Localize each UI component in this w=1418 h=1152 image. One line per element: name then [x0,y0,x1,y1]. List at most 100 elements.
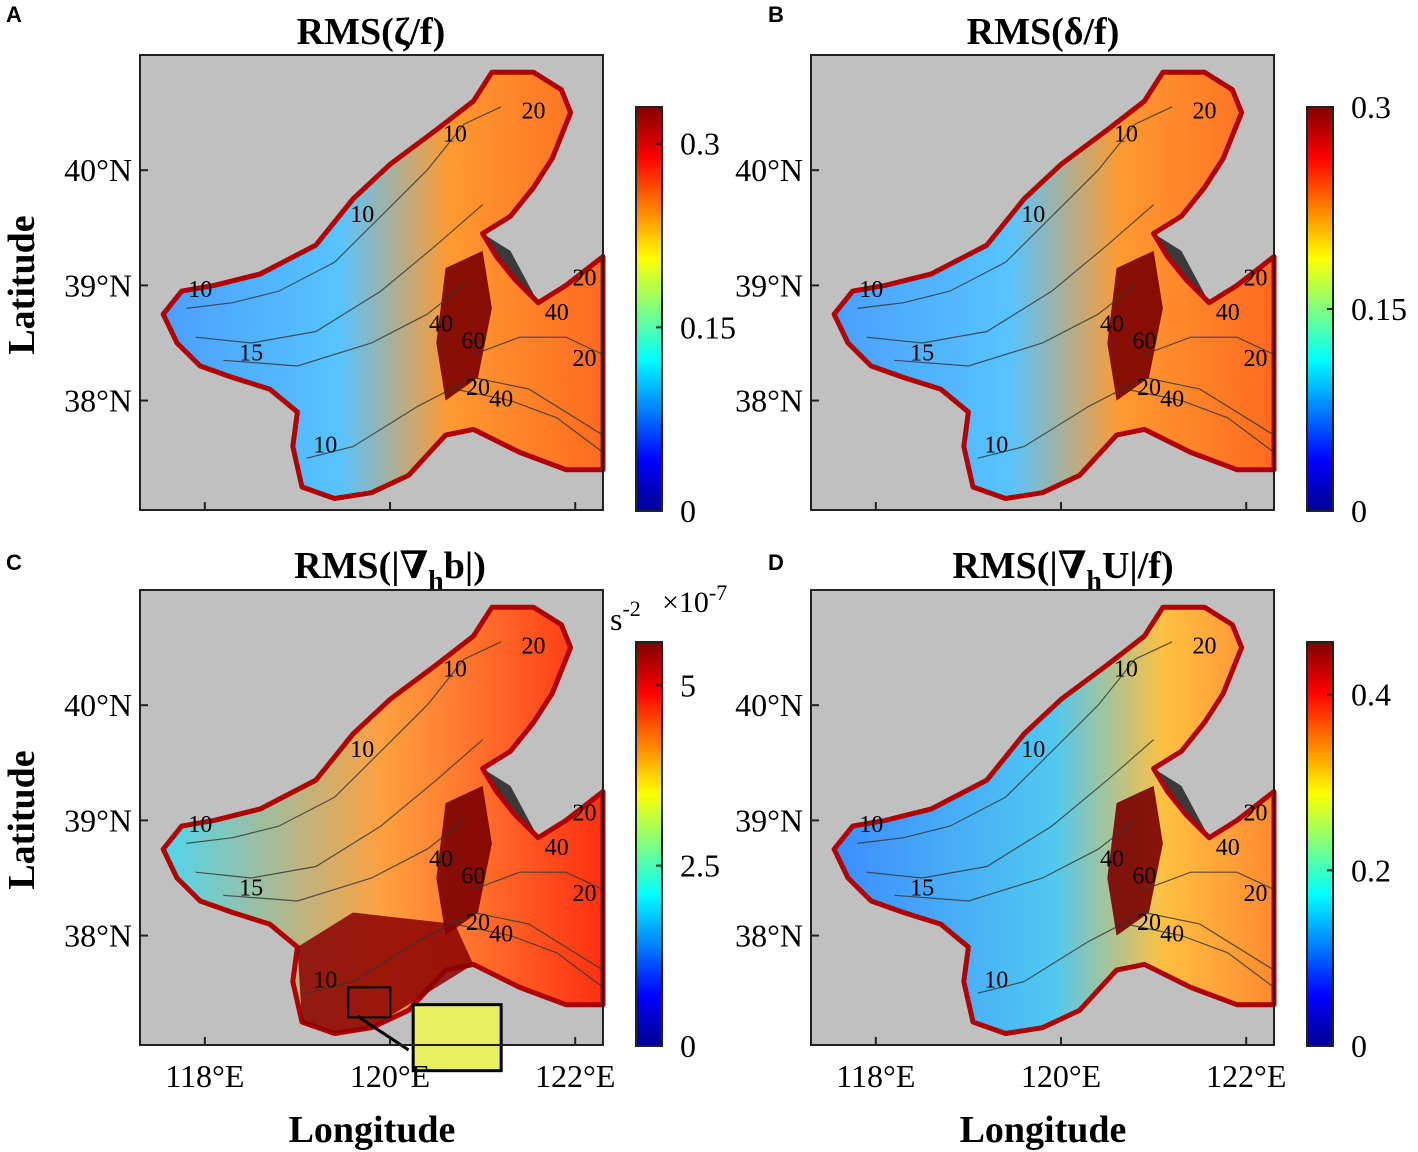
contour-label: 15 [910,875,934,901]
lat-tick-label: 40°N [735,687,803,723]
contour-label: 40 [489,921,513,947]
contour-label: 20 [572,346,596,372]
axes-frame [810,589,1275,1046]
depth-contour [223,819,465,902]
contour-label: 40 [489,386,513,412]
depth-contour [306,376,604,459]
contour-label: 15 [910,340,934,366]
colorbar-tick-label: 0.3 [680,126,720,162]
depth-contour [1144,336,1275,356]
contour-label: 40 [1100,311,1124,337]
sea-field [831,69,1277,501]
axes-frame [139,589,604,1046]
panel-title: RMS(|∇hU|/f) [952,545,1173,597]
title-part: b|) [444,545,486,587]
depth-contour [186,641,502,844]
contour-label: 20 [572,881,596,907]
lon-tick-label: 120°E [350,1058,430,1094]
colorbar [1306,106,1334,512]
contour-label: 20 [466,910,490,936]
depth-contour [977,376,1275,459]
panel-letter: A [6,2,22,27]
contour-label: 60 [1132,864,1156,890]
colorbar-tick-label: 0.15 [680,309,736,345]
lat-tick-label: 39°N [735,267,803,303]
contour-label: 10 [188,812,212,838]
contour-label: 15 [239,875,263,901]
contour-label: 10 [443,656,467,682]
depth-contour [186,106,502,309]
contour-label: 40 [545,835,569,861]
contour-label: 20 [1243,881,1267,907]
depth-contour [195,739,483,879]
sea-field [160,604,606,1036]
title-part: RMS(|∇ [952,545,1086,587]
lat-tick-label: 38°N [735,383,803,419]
depth-contour [454,388,604,453]
contour-label: 10 [1114,121,1138,147]
axes-frame [810,54,1275,511]
inset-zoom-box [411,1003,503,1073]
x-axis-label-right: Longitude [960,1109,1127,1151]
contour-label: 10 [1114,656,1138,682]
colorbar-tick-label: 5 [680,667,696,703]
contour-label: 10 [313,432,337,458]
contour-label: 60 [461,329,485,355]
y-axis-label-top: Latitude [1,215,43,354]
contour-label: 20 [1243,346,1267,372]
panel-letter: D [768,550,784,575]
contour-label: 20 [1193,98,1217,124]
colorbar-tick-label: 0 [680,493,696,529]
lon-tick-label: 122°E [1206,1058,1286,1094]
depth-contour [857,106,1173,309]
depth-contour [866,739,1154,879]
contour-label: 20 [522,633,546,659]
lat-tick-label: 39°N [735,802,803,838]
contour-label: 40 [429,311,453,337]
laizhou-high-zone [297,912,474,1034]
depth-contour [1125,388,1275,453]
lat-tick-label: 39°N [64,802,132,838]
contour-label: 40 [1100,846,1124,872]
exponent-power: -7 [709,580,727,605]
colorbar-tick-label: 0 [1351,493,1367,529]
panel-letter: C [6,550,22,575]
colorbar-unit: s-2 [610,596,641,637]
contour-label: 20 [522,98,546,124]
depth-contour [473,336,604,356]
contour-label: 15 [239,340,263,366]
depth-contour [195,204,483,344]
depth-contour [1125,923,1275,988]
contour-label: 60 [461,864,485,890]
contour-label: 20 [1193,633,1217,659]
contour-label: 20 [1243,800,1267,826]
contour-label: 10 [859,277,883,303]
sea-field [160,69,606,501]
strait-high-zone [436,785,492,936]
panel-letter: B [768,2,784,27]
contour-label: 10 [984,432,1008,458]
lat-tick-label: 38°N [64,918,132,954]
depth-contour [866,204,1154,344]
contour-label: 10 [1021,737,1045,763]
contour-label: 10 [984,967,1008,993]
lat-tick-label: 38°N [735,918,803,954]
lat-tick-label: 40°N [735,152,803,188]
y-axis-label-bottom: Latitude [1,750,43,889]
colorbar-tick-label: 0.2 [1351,852,1391,888]
lon-tick-label: 118°E [165,1058,244,1094]
colorbar-tick-label: 0.15 [1351,291,1407,327]
contour-label: 10 [188,277,212,303]
lat-tick-label: 39°N [64,267,132,303]
contour-label: 40 [545,300,569,326]
colorbar [1306,641,1334,1047]
inset-source-box [347,986,392,1019]
depth-contour [454,923,604,988]
colorbar-tick-label: 0 [1351,1028,1367,1064]
contour-label: 60 [1132,329,1156,355]
